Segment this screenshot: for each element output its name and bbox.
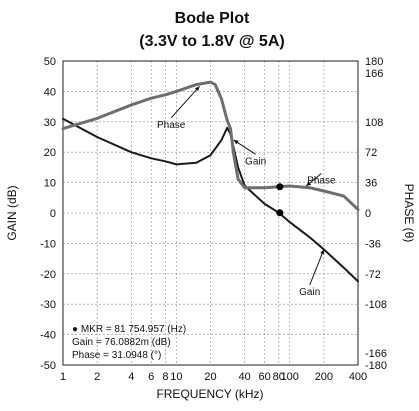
y2-tick-label: -72 <box>365 269 381 281</box>
y-tick-label: -10 <box>40 238 56 250</box>
x-tick-label: 80 <box>273 371 285 383</box>
y2-tick-label: 0 <box>365 208 371 220</box>
plot-frame <box>62 60 359 366</box>
y2-tick-label: 166 <box>365 68 383 80</box>
series-line-gain <box>62 117 359 283</box>
annotation-arrowhead <box>194 86 200 92</box>
annotation-arrowhead <box>320 249 325 255</box>
y-tick-label: -50 <box>40 360 56 372</box>
marker-readout-line1: ● MKR = 81 754.957 (Hz) <box>72 324 186 335</box>
y-tick-label: 0 <box>50 208 56 220</box>
x-tick-label: 4 <box>128 371 134 383</box>
y2-tick-label: 36 <box>365 178 377 190</box>
y-tick-label: 30 <box>44 117 56 129</box>
chart-subtitle: (3.3V to 1.8V @ 5A) <box>139 33 284 50</box>
y-tick-label: 20 <box>44 147 56 159</box>
x-tick-label: 10 <box>170 371 182 383</box>
x-tick-label: 2 <box>94 371 100 383</box>
annotation-arrowhead <box>233 140 239 145</box>
annotation-label: Phase <box>307 176 336 187</box>
series-line-phase <box>61 80 360 212</box>
curve-annotations: Phase Gain Phase Gain <box>157 85 336 298</box>
y2-axis-label: PHASE (θ) <box>402 184 416 243</box>
annotation-label: Gain <box>245 156 266 167</box>
y2-tick-label: -166 <box>365 348 387 360</box>
y-axis-label: GAIN (dB) <box>5 185 19 240</box>
grid-lines <box>62 60 359 366</box>
marker-readout-line2: Gain = 76.0882m (dB) <box>72 337 171 348</box>
x-tick-label: 200 <box>315 371 333 383</box>
marker-readout: ● MKR = 81 754.957 (Hz) Gain = 76.0882m … <box>72 324 186 361</box>
annotation-arrow <box>309 249 325 286</box>
x-tick-label: 8 <box>162 371 168 383</box>
y-tick-label: 40 <box>44 86 56 98</box>
y-tick-label: -20 <box>40 269 56 281</box>
annotation-arrow <box>170 85 200 119</box>
y2-tick-label: -180 <box>365 360 387 372</box>
y2-tick-label: 180 <box>365 56 383 68</box>
y2-tick-label: 72 <box>365 147 377 159</box>
x-tick-label: 20 <box>204 371 216 383</box>
y-tick-label: 50 <box>44 56 56 68</box>
x-tick-label: 6 <box>148 371 154 383</box>
x-axis-label: FREQUENCY (kHz) <box>156 387 263 401</box>
y-tick-label: 10 <box>44 178 56 190</box>
x-tick-label: 100 <box>281 371 299 383</box>
x-tick-label: 40 <box>239 371 251 383</box>
x-tick-label: 1 <box>60 371 66 383</box>
y2-tick-label: -108 <box>365 299 387 311</box>
chart-title: Bode Plot <box>175 10 250 27</box>
marker-readout-line3: Phase = 31.0948 (°) <box>72 350 161 361</box>
y2-tick-label: -36 <box>365 238 381 250</box>
annotation-label: Gain <box>299 287 320 298</box>
annotation-label: Phase <box>157 120 186 131</box>
marker-point <box>276 183 284 191</box>
y-tick-label: -30 <box>40 299 56 311</box>
y-tick-label: -40 <box>40 330 56 342</box>
left-axis-ticks: -50 -40 -30 -20 -10 0 10 20 30 40 50 <box>40 56 56 372</box>
data-series <box>61 80 360 283</box>
x-tick-label: 400 <box>349 371 367 383</box>
x-tick-label: 60 <box>258 371 270 383</box>
y2-tick-label: 108 <box>365 117 383 129</box>
marker-points <box>276 183 284 217</box>
marker-point <box>276 209 284 217</box>
annotation-arrowhead <box>306 181 312 186</box>
